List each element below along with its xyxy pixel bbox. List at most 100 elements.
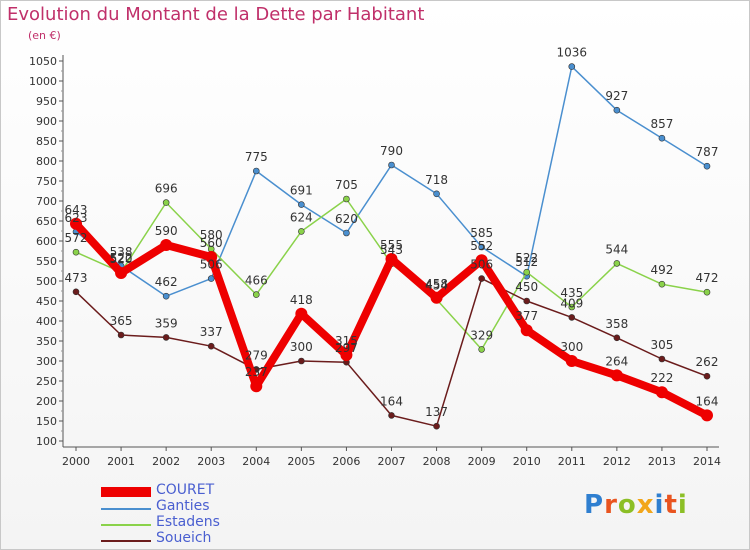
y-tick-label: 750 — [36, 175, 57, 188]
data-label: 580 — [200, 228, 223, 242]
data-point — [523, 297, 531, 305]
data-point — [430, 291, 443, 304]
data-label: 458 — [425, 277, 448, 291]
x-tick-label: 2001 — [107, 455, 135, 468]
series-layer — [70, 63, 713, 430]
data-point — [207, 275, 215, 282]
data-point — [298, 201, 305, 208]
data-point — [610, 369, 623, 382]
data-label: 365 — [110, 314, 133, 328]
data-label: 462 — [155, 275, 178, 289]
data-label: 279 — [245, 348, 268, 362]
logo-letter: i — [654, 490, 665, 520]
legend-swatch — [101, 540, 151, 542]
y-tick-label: 400 — [36, 315, 57, 328]
data-label: 466 — [245, 274, 268, 288]
x-tick-label: 2011 — [558, 455, 586, 468]
y-tick-label: 1000 — [29, 75, 57, 88]
data-point — [70, 217, 82, 230]
legend-swatch — [101, 487, 151, 497]
data-point — [385, 253, 398, 265]
data-point — [295, 307, 308, 320]
data-label: 544 — [605, 242, 628, 256]
logo-letter: o — [617, 490, 637, 520]
y-tick-label: 350 — [36, 335, 57, 348]
y-tick-label: 600 — [36, 235, 57, 248]
data-point — [433, 422, 440, 430]
data-point — [658, 134, 666, 142]
data-point — [298, 357, 305, 365]
data-point — [388, 161, 395, 169]
y-tick-label: 900 — [36, 115, 57, 128]
y-tick-label: 250 — [36, 375, 57, 388]
data-label: 222 — [650, 371, 673, 385]
data-label: 492 — [650, 263, 673, 277]
data-point — [613, 106, 621, 114]
data-point — [478, 243, 485, 251]
data-point — [340, 349, 353, 361]
data-label: 329 — [470, 328, 493, 342]
data-point — [703, 162, 711, 170]
data-point — [478, 346, 485, 353]
data-point — [252, 167, 260, 175]
data-label: 473 — [65, 271, 88, 285]
data-label: 857 — [650, 117, 673, 131]
data-label: 418 — [290, 293, 313, 307]
data-label: 522 — [515, 251, 538, 265]
data-point — [207, 342, 215, 350]
data-labels-layer: 643 520 590 560 237 418 315 555 458 552 377 300 264 2… — [65, 46, 719, 420]
legend-label: COURET — [156, 482, 215, 498]
data-label: 623 — [65, 211, 88, 225]
series-couret — [70, 217, 713, 422]
data-point — [162, 199, 170, 206]
data-label: 237 — [245, 365, 268, 379]
data-label: 590 — [155, 224, 178, 238]
y-tick-label: 450 — [36, 295, 57, 308]
data-point — [72, 248, 80, 256]
x-tick-label: 2002 — [152, 455, 180, 468]
data-label: 435 — [560, 286, 583, 300]
data-label: 164 — [380, 394, 403, 408]
chart-unit-label: (en €) — [28, 29, 61, 42]
data-point — [658, 355, 666, 363]
y-tick-label: 800 — [36, 155, 57, 168]
data-label: 643 — [65, 203, 88, 217]
data-label: 506 — [200, 258, 223, 272]
data-label: 264 — [605, 354, 628, 368]
data-label: 624 — [290, 210, 313, 224]
data-point — [388, 412, 395, 419]
data-label: 1036 — [557, 46, 588, 60]
y-tick-label: 950 — [36, 95, 57, 108]
data-label: 520 — [110, 252, 133, 266]
data-label: 454 — [425, 278, 448, 292]
logo-letter: r — [604, 490, 618, 520]
x-tick-label: 2010 — [513, 455, 541, 468]
data-label: 705 — [335, 178, 358, 192]
data-label: 337 — [200, 325, 223, 339]
data-label: 262 — [696, 355, 719, 369]
data-point — [520, 324, 533, 337]
data-label: 691 — [290, 184, 313, 198]
data-point — [701, 409, 713, 422]
legend-swatch — [101, 524, 151, 526]
chart-title: Evolution du Montant de la Dette par Hab… — [7, 4, 425, 25]
y-tick-label: 650 — [36, 215, 57, 228]
x-tick-label: 2007 — [378, 455, 406, 468]
data-label: 572 — [65, 231, 88, 245]
data-label: 696 — [155, 182, 178, 196]
y-tick-label: 100 — [36, 435, 57, 448]
x-tick-label: 2009 — [468, 455, 496, 468]
data-label: 787 — [696, 145, 719, 159]
data-point — [478, 275, 485, 282]
legend-swatch — [101, 508, 151, 510]
data-label: 512 — [515, 255, 538, 269]
data-label: 790 — [380, 144, 403, 158]
data-point — [205, 251, 218, 263]
data-point — [72, 288, 80, 296]
data-label: 927 — [605, 89, 628, 103]
data-point — [117, 331, 125, 339]
data-label: 300 — [290, 340, 313, 354]
data-label: 718 — [425, 173, 448, 187]
x-tick-label: 2006 — [332, 455, 360, 468]
